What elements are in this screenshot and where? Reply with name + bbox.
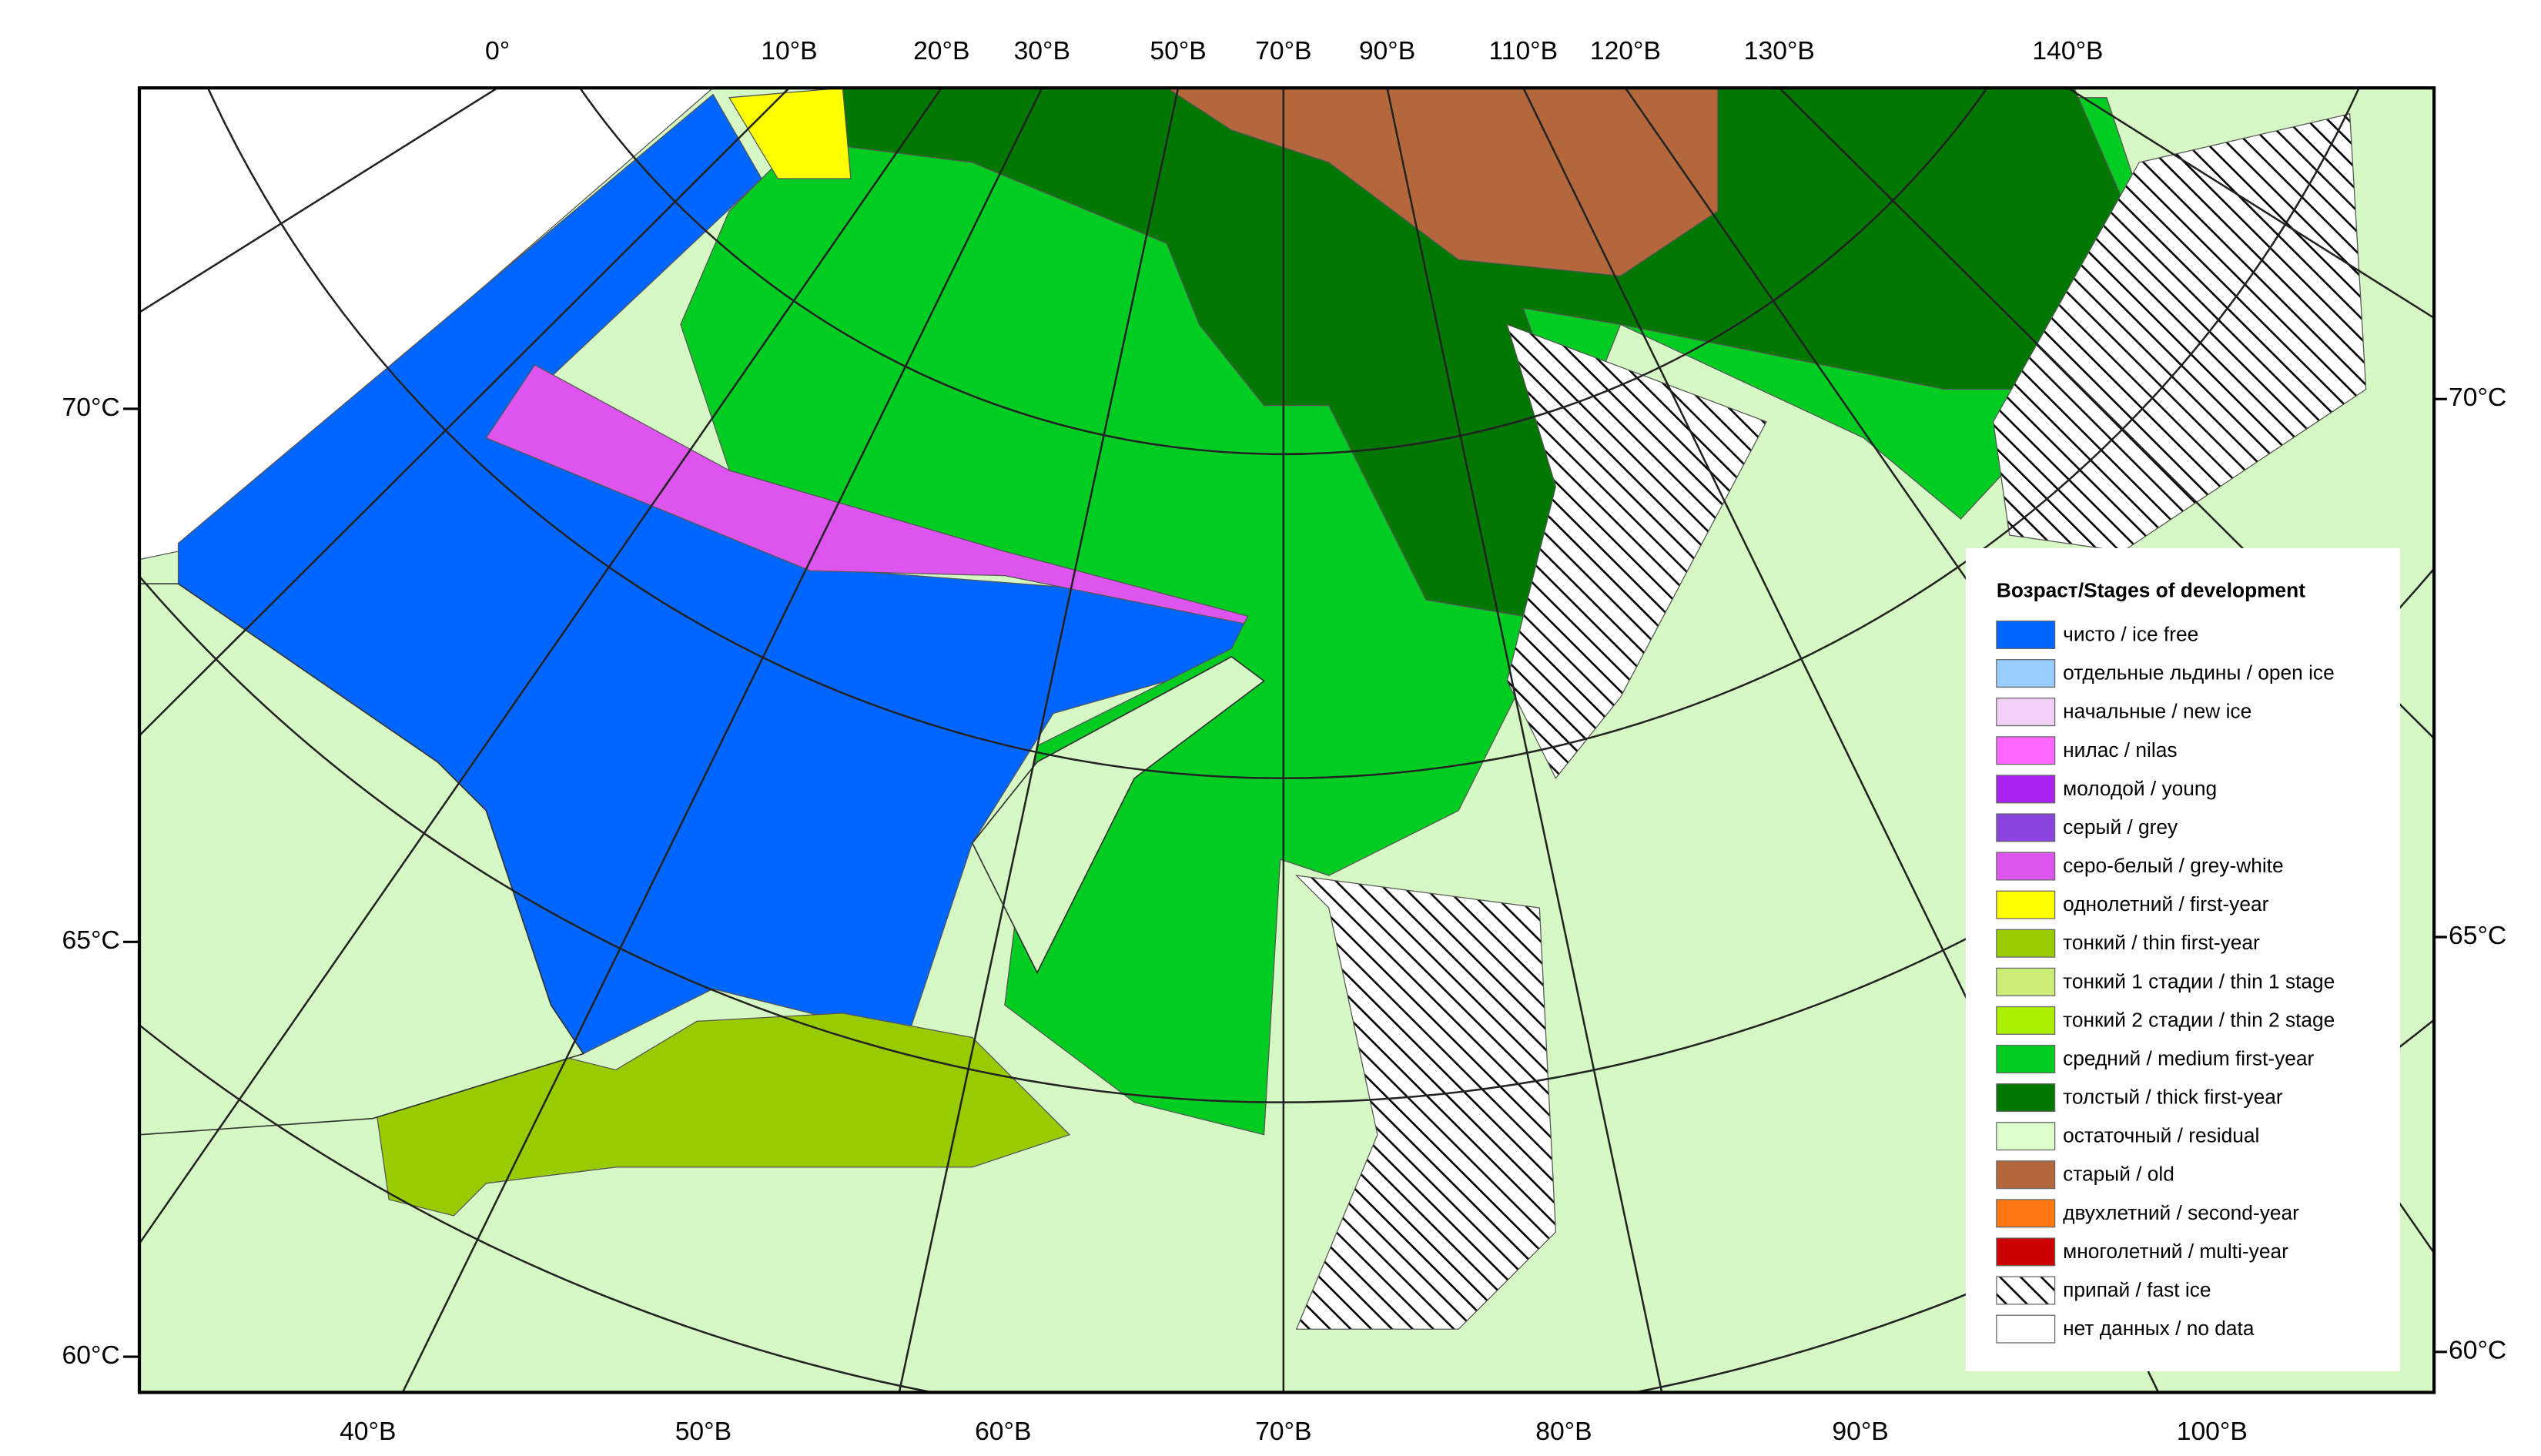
- legend-label: начальные / new ice: [2063, 700, 2251, 723]
- axis-label: 90°В: [1359, 37, 1415, 65]
- legend-swatch: [1996, 929, 2056, 958]
- legend-label: нилас / nilas: [2063, 738, 2177, 761]
- meridian: [2067, 88, 2435, 320]
- axis-label: 140°В: [2032, 37, 2103, 65]
- legend-swatch: [1996, 659, 2056, 688]
- axis-label: 60°С: [62, 1341, 120, 1370]
- axis-label: 70°С: [2449, 383, 2506, 412]
- legend-label: тонкий 1 стадии / thin 1 stage: [2063, 969, 2335, 992]
- legend-label: тонкий / thin first-year: [2063, 931, 2260, 954]
- legend-swatch: [1996, 1314, 2056, 1344]
- axis-label: 0°: [485, 37, 510, 65]
- legend-label: остаточный / residual: [2063, 1124, 2259, 1147]
- axis-label: 65°С: [2449, 922, 2506, 950]
- legend-swatch: [1996, 1083, 2056, 1113]
- axis-label: 30°В: [1014, 37, 1070, 65]
- legend-swatch: [1996, 775, 2056, 804]
- legend-label: чисто / ice free: [2063, 622, 2198, 645]
- legend-swatch: [1996, 1006, 2056, 1035]
- scandinavia: [139, 583, 584, 1136]
- legend-swatch: [1996, 1276, 2056, 1305]
- axis-label: 80°В: [1535, 1418, 1592, 1446]
- axis-label: 60°В: [975, 1418, 1031, 1446]
- axis-label: 40°В: [340, 1418, 396, 1446]
- meridian: [1778, 88, 2435, 740]
- axis-label: 120°В: [1590, 37, 1661, 65]
- legend-label: двухлетний / second-year: [2063, 1201, 2299, 1224]
- legend-label: серо-белый / grey-white: [2063, 854, 2283, 877]
- axis-label: 70°В: [1255, 37, 1311, 65]
- parallel: [207, 88, 2360, 779]
- axis-label: 70°В: [1255, 1418, 1311, 1446]
- legend-swatch: [1996, 620, 2056, 650]
- axis-label: 60°С: [2449, 1337, 2506, 1365]
- legend-label: припай / fast ice: [2063, 1278, 2211, 1301]
- parallel: [139, 566, 2435, 1103]
- legend-swatch: [1996, 813, 2056, 842]
- axis-label: 100°В: [2177, 1418, 2248, 1446]
- axis-label: 110°В: [1489, 37, 1558, 65]
- axis-label: 90°В: [1832, 1418, 1888, 1446]
- legend-label: отдельные льдины / open ice: [2063, 661, 2335, 684]
- legend-swatch: [1996, 1237, 2056, 1267]
- ice-zones: [139, 88, 2367, 1330]
- parallel: [578, 88, 1988, 455]
- axis-label: 10°В: [761, 37, 817, 65]
- axis-label: 130°В: [1744, 37, 1815, 65]
- meridian: [1386, 88, 1663, 1393]
- legend-label: старый / old: [2063, 1163, 2174, 1186]
- legend-label: однолетний / first-year: [2063, 892, 2268, 915]
- legend-label: средний / medium first-year: [2063, 1046, 2314, 1069]
- axis-label: 70°С: [62, 393, 120, 422]
- legend-swatch: [1996, 1160, 2056, 1190]
- legend-title: Возраст/Stages of development: [1997, 579, 2305, 602]
- novaya-zemlya: [971, 655, 1265, 975]
- meridian: [898, 88, 1180, 1393]
- ice-zone: [1294, 875, 1557, 1330]
- legend-label: нет данных / no data: [2063, 1317, 2255, 1340]
- ice-zone: [1506, 323, 1767, 779]
- ice-zone: [1166, 88, 1719, 276]
- meridian: [139, 88, 790, 738]
- legend-swatch: [1996, 698, 2056, 727]
- map-frame: [137, 86, 2436, 1394]
- legend-label: многолетний / multi-year: [2063, 1240, 2288, 1263]
- legend-swatch: [1996, 1122, 2056, 1151]
- legend-label: тонкий 2 стадии / thin 2 stage: [2063, 1008, 2335, 1031]
- legend-swatch: [1996, 890, 2056, 919]
- legend-swatch: [1996, 967, 2056, 996]
- legend-swatch: [1996, 736, 2056, 765]
- axis-label: 50°В: [1150, 37, 1206, 65]
- legend-label: молодой / young: [2063, 777, 2217, 800]
- legend-swatch: [1996, 1044, 2056, 1073]
- axis-label: 50°В: [675, 1418, 732, 1446]
- axis-label: 20°В: [913, 37, 969, 65]
- meridian: [401, 88, 1043, 1393]
- ice-zone: [728, 88, 852, 179]
- legend-label: толстый / thick first-year: [2063, 1086, 2283, 1109]
- legend-swatch: [1996, 1199, 2056, 1228]
- meridian: [139, 88, 942, 1246]
- legend-label: серый / grey: [2063, 815, 2178, 838]
- legend-swatch: [1996, 852, 2056, 881]
- axis-label: 65°С: [62, 926, 120, 955]
